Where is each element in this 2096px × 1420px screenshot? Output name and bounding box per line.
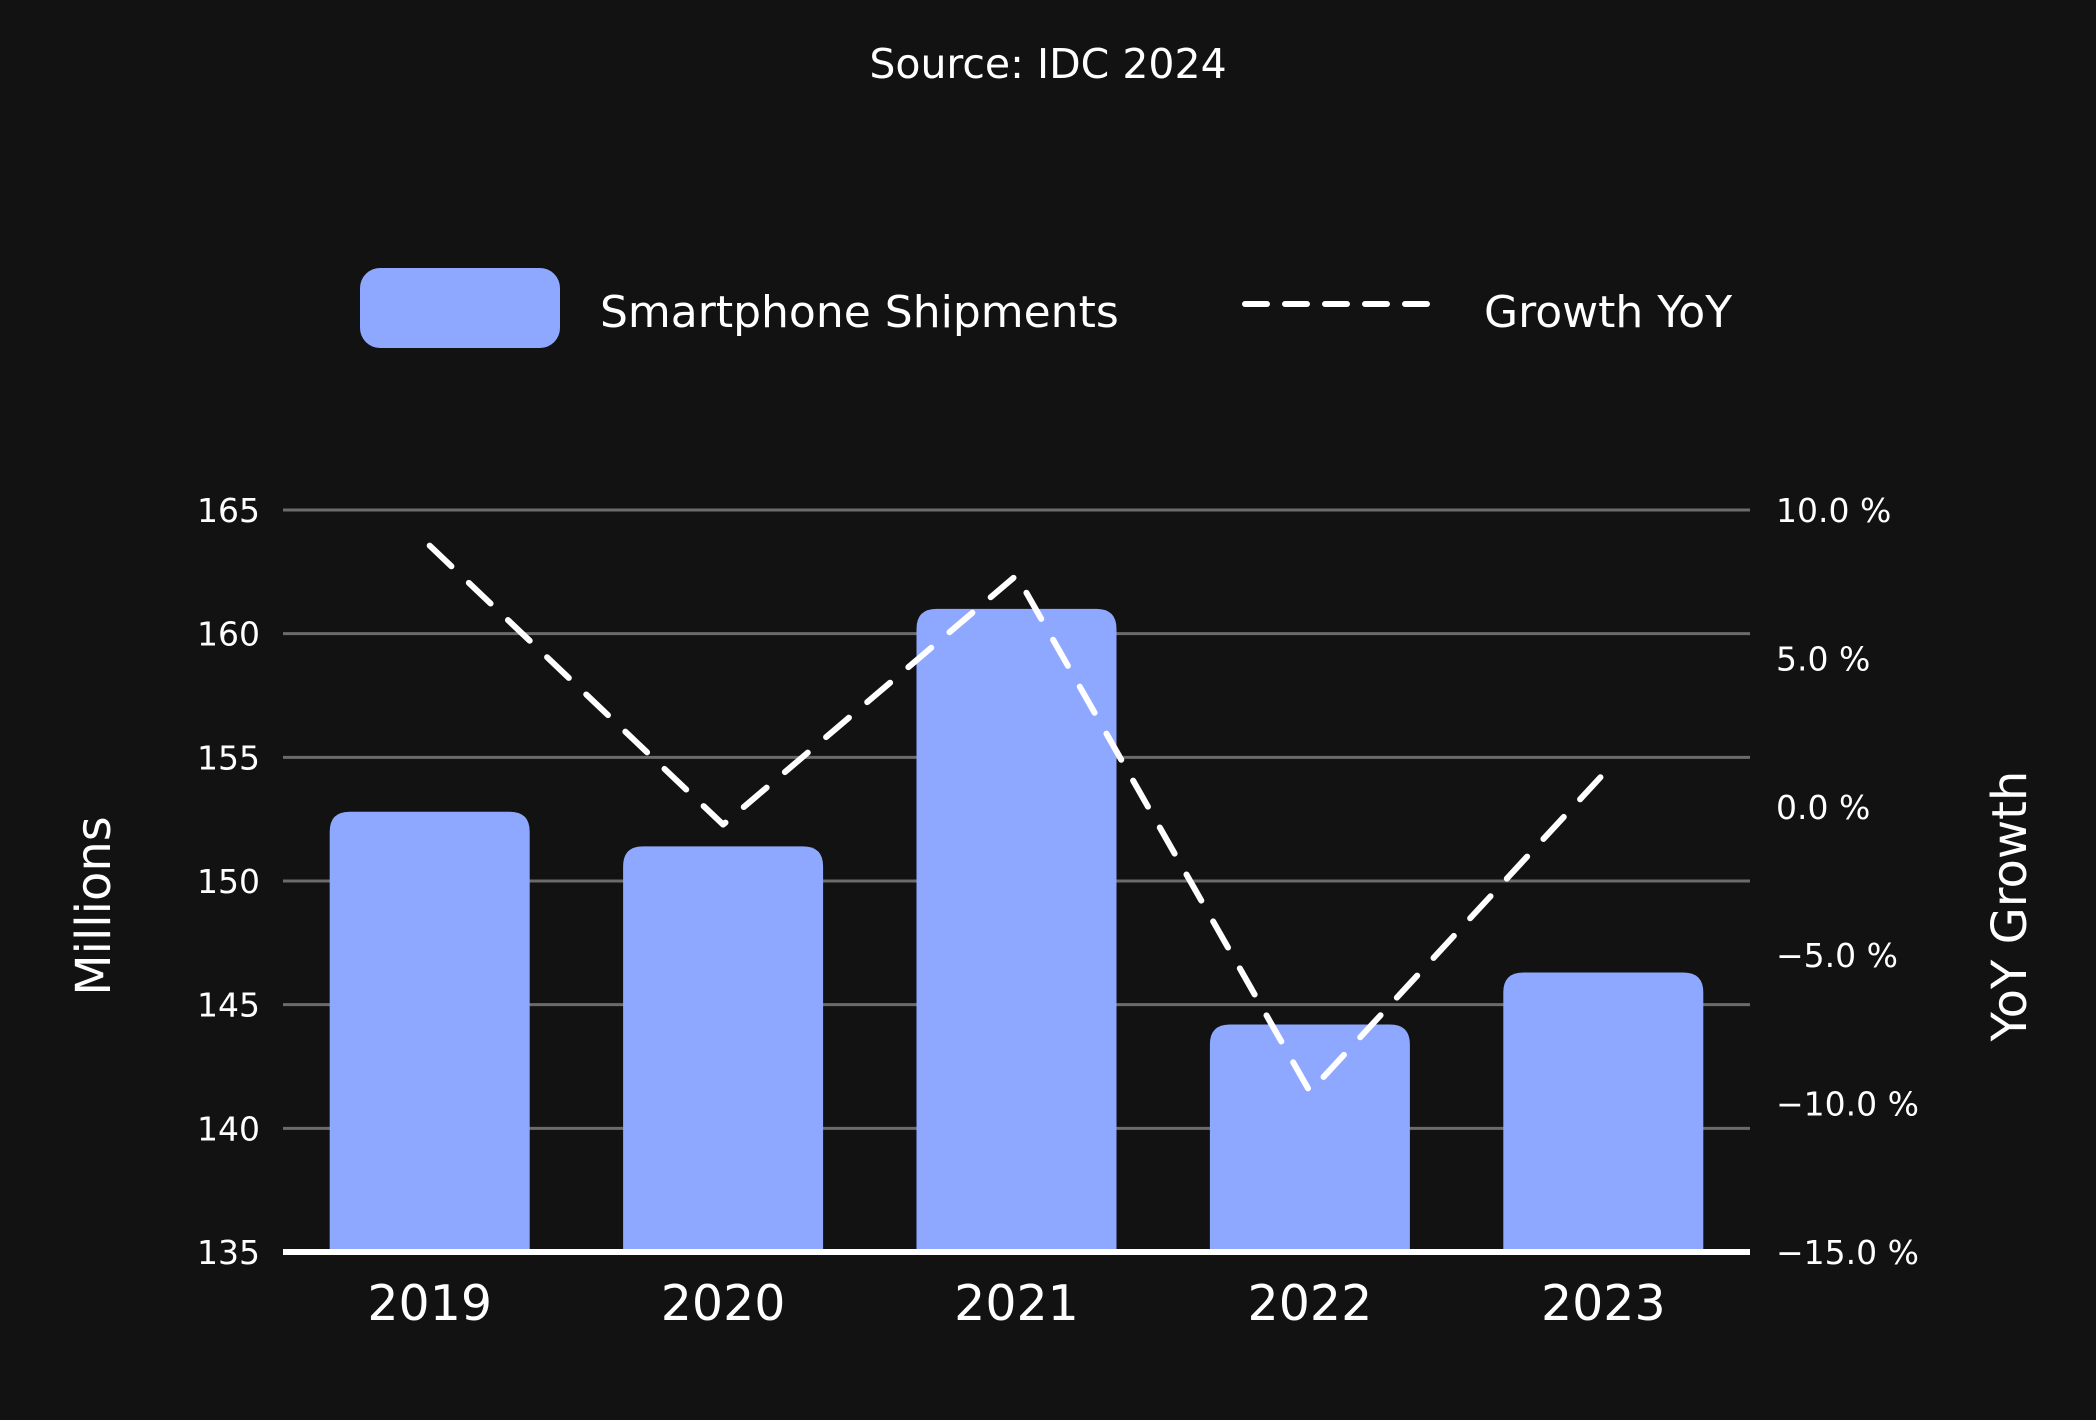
legend: Smartphone Shipments Growth YoY [360,268,1732,348]
x-tick-label: 2021 [954,1275,1079,1332]
y2-tick-label: −5.0 % [1776,936,1898,975]
x-axis-ticks: 2019 2020 2021 2022 2023 [367,1275,1665,1332]
y2-tick-label: −15.0 % [1776,1233,1919,1272]
x-tick-label: 2020 [661,1275,786,1332]
bar-2022 [1209,1024,1410,1252]
bar-2021 [916,608,1117,1252]
right-axis-ticks: 10.0 % 5.0 % 0.0 % −5.0 % −10.0 % −15.0 % [1776,491,1919,1272]
y-tick-label: 135 [197,1233,260,1272]
y-axis-title: Millions [66,816,122,996]
left-axis-ticks: 165 160 155 150 145 140 135 [197,491,260,1272]
bar-2019 [329,811,530,1252]
legend-label-shipments: Smartphone Shipments [600,287,1119,338]
bars [329,608,1704,1252]
y2-axis-title: YoY Growth [1982,771,2038,1043]
bar-2023 [1503,972,1704,1252]
bar-2020 [623,846,824,1252]
y2-tick-label: 5.0 % [1776,639,1870,678]
legend-swatch-shipments [360,268,560,348]
x-tick-label: 2022 [1248,1275,1373,1332]
y2-tick-label: 0.0 % [1776,788,1870,827]
y-tick-label: 160 [197,615,260,654]
y-tick-label: 150 [197,862,260,901]
y2-tick-label: 10.0 % [1776,491,1891,530]
legend-label-growth: Growth YoY [1484,287,1732,338]
y-tick-label: 165 [197,491,260,530]
y2-tick-label: −10.0 % [1776,1085,1919,1124]
x-tick-label: 2019 [367,1275,492,1332]
x-tick-label: 2023 [1541,1275,1666,1332]
growth-yoy-line [426,542,1607,1095]
y-tick-label: 140 [197,1109,260,1148]
y-tick-label: 145 [197,986,260,1025]
growth-line-layer [426,542,1607,1095]
y-tick-label: 155 [197,738,260,777]
chart-title: Source: IDC 2024 [869,40,1226,88]
